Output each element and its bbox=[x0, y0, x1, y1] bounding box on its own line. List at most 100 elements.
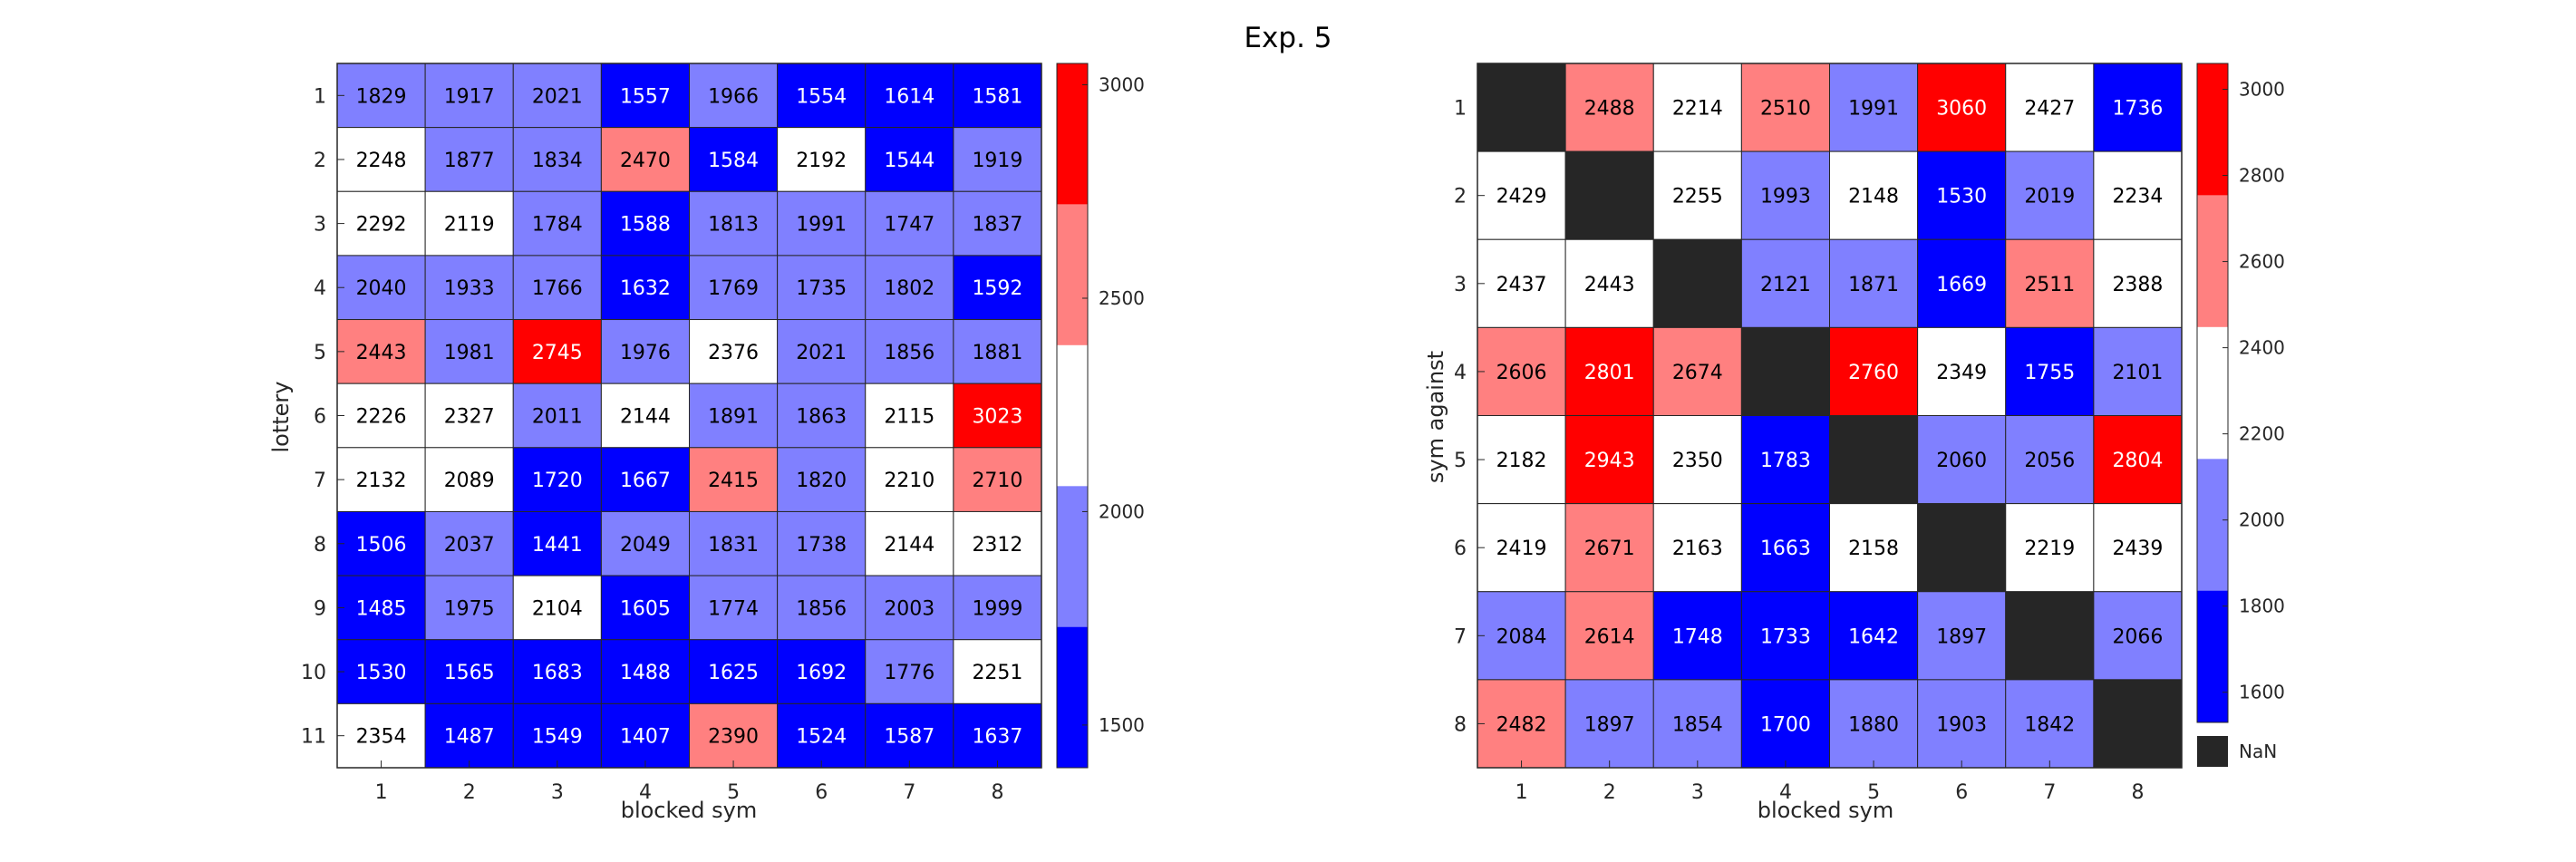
heatmap-cell-label: 1554 bbox=[796, 85, 847, 108]
heatmap-cell-label: 1774 bbox=[708, 597, 759, 620]
heatmap-cell bbox=[1829, 679, 1919, 769]
heatmap-cell-label: 1856 bbox=[884, 342, 935, 364]
heatmap-cell bbox=[1477, 503, 1566, 593]
heatmap-cell-nan bbox=[2093, 679, 2183, 769]
heatmap-cell bbox=[512, 319, 602, 384]
heatmap-cell-label: 2182 bbox=[1496, 450, 1547, 472]
heatmap-cell-nan bbox=[1829, 415, 1919, 505]
heatmap-cell-label: 1802 bbox=[884, 277, 935, 300]
heatmap-cell-label: 2248 bbox=[356, 150, 407, 172]
heatmap-cell bbox=[1740, 238, 1830, 328]
heatmap-cell-label: 1488 bbox=[620, 662, 671, 684]
heatmap-cell-label: 2482 bbox=[1496, 713, 1547, 736]
colorbar-tick-label: 1500 bbox=[1099, 714, 1145, 736]
heatmap-cell bbox=[336, 63, 426, 129]
heatmap-cell bbox=[600, 255, 690, 321]
x-tick-label: 2 bbox=[463, 781, 476, 804]
heatmap-cell-label: 2158 bbox=[1848, 538, 1899, 560]
heatmap-frame bbox=[1477, 63, 2183, 769]
heatmap-cell-label: 3023 bbox=[972, 406, 1022, 429]
heatmap-cell bbox=[512, 190, 602, 257]
heatmap-cell-label: 1736 bbox=[2112, 98, 2163, 121]
heatmap-cell-label: 1738 bbox=[796, 534, 847, 557]
heatmap-cell bbox=[865, 255, 954, 321]
heatmap-cell-label: 2710 bbox=[972, 470, 1022, 492]
heatmap-cell-label: 2089 bbox=[444, 470, 495, 492]
heatmap-cell-label: 2388 bbox=[2112, 274, 2163, 296]
heatmap-cell bbox=[1477, 415, 1566, 505]
heatmap-cell-label: 1897 bbox=[1936, 625, 1987, 648]
heatmap-cell-label: 1919 bbox=[972, 150, 1022, 172]
heatmap-cell-label: 1842 bbox=[2024, 713, 2075, 736]
heatmap-cell bbox=[600, 575, 690, 641]
colorbar-right: 1600 1800 2000 2200 2400 2600 2800 3000 NaN bbox=[2196, 63, 2285, 767]
colorbar-tick-label: 3000 bbox=[2239, 79, 2285, 101]
heatmap-cell bbox=[2005, 150, 2095, 240]
heatmap-cell-label: 2226 bbox=[356, 406, 407, 429]
heatmap-cell-label: 2132 bbox=[356, 470, 407, 492]
heatmap-cell-label: 2060 bbox=[1936, 450, 1987, 472]
heatmap-cell-label: 1614 bbox=[884, 85, 935, 108]
heatmap-cell bbox=[512, 702, 602, 769]
y-tick-label: 5 bbox=[1454, 450, 1467, 472]
heatmap-cell-nan bbox=[1652, 238, 1742, 328]
colorbar-tick-label: 2800 bbox=[2239, 165, 2285, 187]
colorbar-frame bbox=[2196, 63, 2229, 723]
heatmap-cell-label: 2760 bbox=[1848, 362, 1899, 384]
heatmap-cell bbox=[1564, 591, 1654, 681]
y-tick-label: 6 bbox=[1454, 538, 1467, 560]
heatmap-cell-label: 1933 bbox=[444, 277, 495, 300]
heatmap-cell-label: 2427 bbox=[2024, 98, 2075, 121]
heatmap-cell bbox=[424, 63, 514, 129]
colorbar-segment bbox=[1057, 486, 1088, 627]
heatmap-cell bbox=[1564, 415, 1654, 505]
heatmap-cell bbox=[1477, 326, 1566, 416]
heatmap-cell bbox=[600, 702, 690, 769]
heatmap-cell bbox=[1564, 326, 1654, 416]
heatmap-cell-label: 1735 bbox=[796, 277, 847, 300]
heatmap-cell bbox=[689, 190, 779, 257]
heatmap-cell-label: 1544 bbox=[884, 150, 935, 172]
heatmap-cell bbox=[1652, 63, 1742, 152]
heatmap-cell-nan bbox=[2005, 591, 2095, 681]
colorbar-tick-label: 2000 bbox=[2239, 509, 2285, 531]
heatmap-cell bbox=[953, 447, 1042, 512]
heatmap-cell-label: 1856 bbox=[796, 597, 847, 620]
heatmap-cell bbox=[1917, 415, 2007, 505]
heatmap-cell-label: 1829 bbox=[356, 85, 407, 108]
heatmap-cell-label: 2219 bbox=[2024, 538, 2075, 560]
y-tick-label: 7 bbox=[1454, 625, 1467, 648]
heatmap-cell-label: 2443 bbox=[1584, 274, 1635, 296]
heatmap-cell-label: 2066 bbox=[2112, 625, 2163, 648]
heatmap-cell-label: 2210 bbox=[884, 470, 935, 492]
nan-legend-swatch bbox=[2197, 736, 2228, 767]
x-tick-label: 2 bbox=[1603, 781, 1616, 804]
heatmap-cell-label: 2745 bbox=[532, 342, 583, 364]
heatmap-sym-against-xlabel: blocked sym bbox=[1758, 798, 1894, 823]
heatmap-cell-label: 1783 bbox=[1760, 450, 1811, 472]
heatmap-cell-label: 2470 bbox=[620, 150, 671, 172]
heatmap-cell-label: 1755 bbox=[2024, 362, 2075, 384]
heatmap-cell-label: 1581 bbox=[972, 85, 1022, 108]
y-tick-label: 3 bbox=[1454, 274, 1467, 296]
heatmap-cell bbox=[424, 447, 514, 512]
heatmap-cell-label: 2101 bbox=[2112, 362, 2163, 384]
heatmap-cell-label: 1642 bbox=[1848, 625, 1899, 648]
heatmap-cell-label: 2488 bbox=[1584, 98, 1635, 121]
heatmap-lottery-xlabel: blocked sym bbox=[621, 798, 758, 823]
heatmap-cell-label: 1837 bbox=[972, 214, 1022, 237]
heatmap-cell bbox=[424, 190, 514, 257]
heatmap-cell bbox=[336, 255, 426, 321]
y-tick-label: 11 bbox=[301, 726, 326, 749]
heatmap-cell-label: 1881 bbox=[972, 342, 1022, 364]
heatmap-cell-label: 1991 bbox=[796, 214, 847, 237]
heatmap-cell-label: 2234 bbox=[2112, 186, 2163, 208]
heatmap-cell bbox=[1477, 238, 1566, 328]
heatmap-cell-label: 2376 bbox=[708, 342, 759, 364]
heatmap-cell-label: 2192 bbox=[796, 150, 847, 172]
heatmap-cell bbox=[689, 447, 779, 512]
heatmap-cell-label: 2415 bbox=[708, 470, 759, 492]
heatmap-cell-label: 2327 bbox=[444, 406, 495, 429]
heatmap-cell bbox=[600, 639, 690, 704]
